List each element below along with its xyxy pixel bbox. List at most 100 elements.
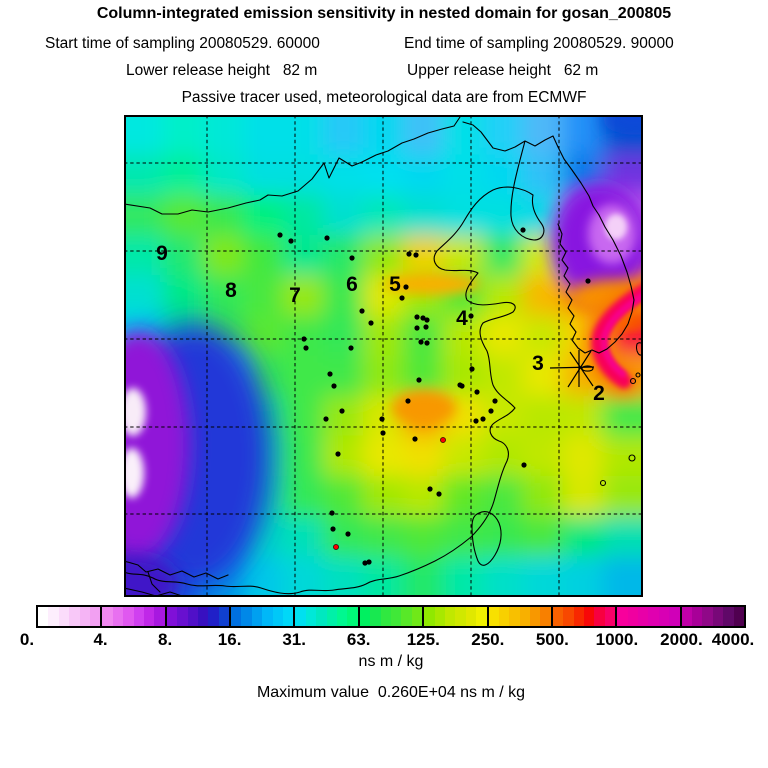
field-cell [243, 556, 285, 597]
colorbar-tick-label: 0. [19, 630, 35, 649]
field-cell [323, 194, 364, 236]
star-center-island [581, 365, 594, 372]
colorbar-tick-label: 125. [406, 630, 440, 649]
colorbar-step [530, 607, 541, 626]
colorbar-step [509, 607, 520, 626]
colorbar-step [102, 607, 113, 626]
colorbar-segment [615, 607, 680, 626]
field-cell [203, 235, 245, 277]
coastline-korea [557, 214, 635, 354]
field-cell [602, 395, 643, 437]
field-cell [243, 154, 285, 196]
receptor-label-7: 7 [289, 284, 301, 307]
receptor-label-9: 9 [156, 242, 168, 265]
receptor-label-8: 8 [225, 279, 237, 302]
coastline-ne-border [462, 121, 600, 216]
field-cell [482, 154, 524, 196]
field-cell [163, 154, 205, 196]
colorbar-units-label: ns m / kg [358, 653, 424, 670]
field-cell [243, 115, 285, 156]
station-dot [288, 238, 294, 244]
coastlines [124, 116, 643, 597]
field-cell [124, 235, 165, 277]
colorbar-step [123, 607, 134, 626]
colorbar-tick-label: 8. [157, 630, 173, 649]
station-dot [474, 389, 480, 395]
colorbar [36, 605, 746, 628]
station-dot [329, 510, 335, 516]
station-dot [488, 408, 494, 414]
colorbar-step [552, 607, 564, 626]
coastline-island [599, 479, 607, 487]
release-point-star [549, 350, 595, 388]
colorbar-step [359, 607, 371, 626]
field-cell [442, 315, 484, 357]
receptor-label-5: 5 [389, 273, 401, 296]
field-cell [602, 556, 643, 597]
colorbar-tick-label: 250. [471, 630, 505, 649]
station-dot [480, 416, 486, 422]
coastline-island [629, 377, 637, 385]
lower-release-height-text: Lower release height 82 m [126, 62, 318, 79]
station-dot [399, 295, 405, 301]
field-cell [482, 115, 524, 156]
colorbar-tick-label: 2000. [660, 630, 703, 649]
station-dot [469, 366, 475, 372]
colorbar-step [563, 607, 574, 626]
colorbar-step [231, 607, 242, 626]
colorbar-step [272, 607, 284, 626]
station-dot [413, 252, 419, 258]
star-spoke [549, 366, 595, 369]
station-dot [362, 560, 368, 566]
field-cell [403, 516, 444, 558]
field-cell [283, 435, 325, 477]
colorbar-step [519, 607, 531, 626]
colorbar-step [691, 607, 703, 626]
station-dot [492, 398, 498, 404]
field-cell [522, 355, 564, 397]
field-cell [323, 235, 364, 277]
colorbar-step [347, 607, 358, 626]
station-dot [423, 324, 429, 330]
field-cell [403, 355, 444, 397]
field-cell [522, 476, 564, 518]
field-cell [283, 355, 325, 397]
colorbar-step [143, 607, 155, 626]
colorbar-step [133, 607, 144, 626]
station-dot [366, 559, 372, 565]
colorbar-step [540, 607, 551, 626]
field-cell [403, 154, 444, 196]
field-cell [163, 194, 205, 236]
colorbar-step [154, 607, 165, 626]
star-spoke [567, 350, 592, 388]
field-cell [522, 556, 564, 597]
station-dot [301, 336, 307, 342]
field-cell [323, 275, 364, 317]
colorbar-step [424, 607, 435, 626]
coastline-north-border [124, 116, 461, 215]
station-dot [380, 430, 386, 436]
colorbar-step [465, 607, 477, 626]
receptor-numbers: 9 8 7 6 5 4 3 2 [156, 242, 605, 405]
field-cell [522, 435, 564, 477]
field-cell [323, 395, 364, 437]
coastline-island [635, 372, 641, 378]
field-cell [442, 556, 484, 597]
colorbar-step [617, 607, 628, 626]
field-blob [602, 115, 643, 135]
field-cell [163, 235, 205, 277]
colorbar-step [337, 607, 348, 626]
colorbar-step [390, 607, 402, 626]
field-cell [203, 115, 245, 156]
colorbar-step [79, 607, 90, 626]
field-blob [124, 448, 144, 498]
field-blob [124, 556, 180, 597]
colorbar-step [584, 607, 595, 626]
field-cell [243, 275, 285, 317]
coastline-kyushu [636, 342, 643, 356]
station-dot [339, 408, 345, 414]
station-dot [414, 325, 420, 331]
field-blob [124, 388, 146, 436]
station-markers [277, 227, 591, 566]
colorbar-step [573, 607, 585, 626]
